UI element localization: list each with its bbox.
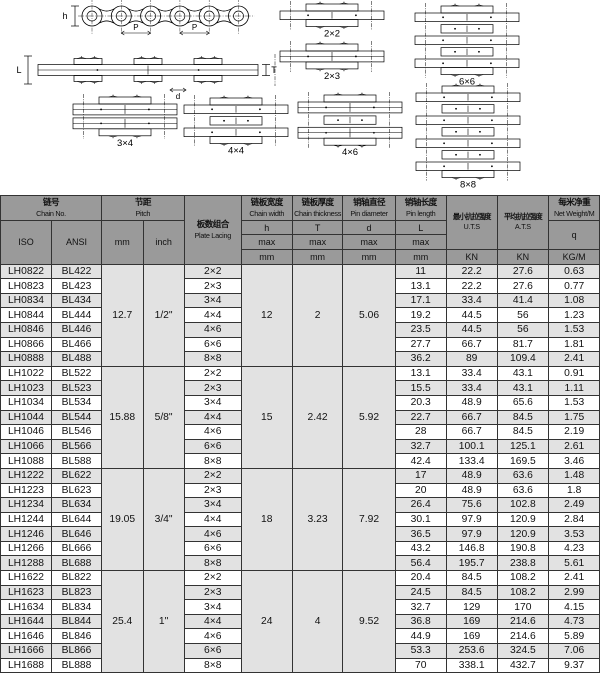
svg-text:4×6: 4×6 bbox=[342, 147, 358, 158]
svg-text:T: T bbox=[271, 65, 277, 75]
svg-text:3×4: 3×4 bbox=[117, 138, 133, 149]
svg-text:P: P bbox=[133, 23, 138, 32]
svg-text:8×8: 8×8 bbox=[460, 180, 476, 191]
svg-text:4×4: 4×4 bbox=[228, 146, 244, 157]
svg-text:P: P bbox=[192, 23, 197, 32]
svg-text:2×2: 2×2 bbox=[324, 29, 340, 40]
svg-text:L: L bbox=[16, 65, 21, 75]
svg-text:h: h bbox=[62, 11, 67, 21]
svg-text:2×3: 2×3 bbox=[324, 71, 340, 82]
svg-text:d: d bbox=[176, 92, 180, 101]
